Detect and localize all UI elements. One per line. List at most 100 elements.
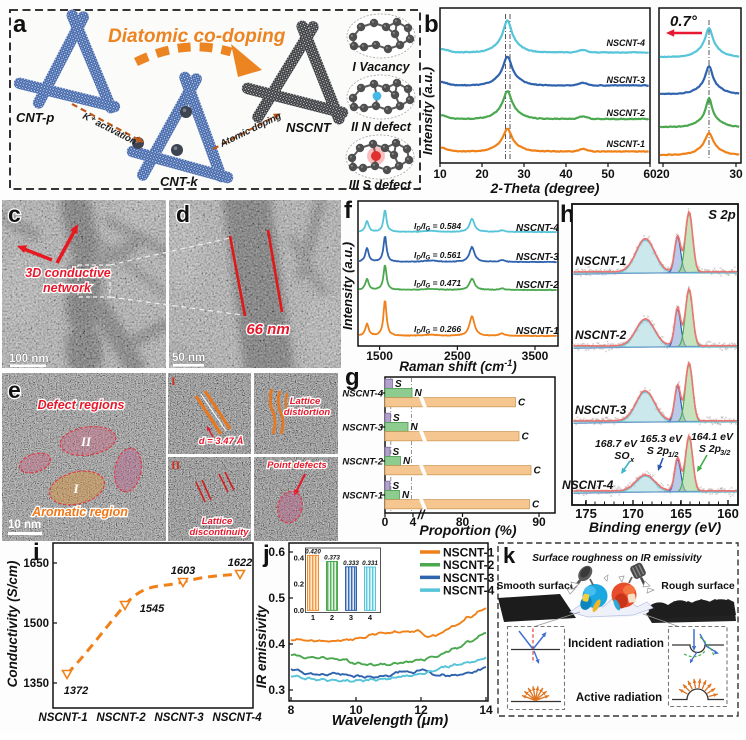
svg-text:NSCNT-3: NSCNT-3: [575, 403, 627, 417]
svg-text:80: 80: [456, 515, 470, 529]
svg-text:1622: 1622: [228, 557, 252, 569]
svg-text:N: N: [415, 388, 423, 399]
svg-text:1545: 1545: [140, 603, 165, 615]
svg-text:0.5: 0.5: [268, 591, 285, 605]
svg-text:NSCNT-1: NSCNT-1: [575, 254, 627, 268]
svg-text:NSCNT-3: NSCNT-3: [606, 75, 645, 85]
svg-text:k: k: [503, 543, 516, 568]
svg-text:66 nm: 66 nm: [246, 321, 289, 338]
svg-text:3/2: 3/2: [720, 448, 731, 457]
svg-text:0.333: 0.333: [343, 560, 359, 567]
svg-text:NSCNT-1: NSCNT-1: [443, 546, 495, 560]
svg-text:II: II: [171, 458, 181, 472]
svg-text:164.1 eV: 164.1 eV: [691, 431, 734, 443]
svg-text:Active radiation: Active radiation: [576, 692, 662, 704]
svg-text:0.4: 0.4: [268, 637, 285, 651]
svg-text:N: N: [403, 456, 411, 467]
svg-text:C: C: [522, 431, 530, 442]
svg-text:Surface roughness on IR emiss: Surface roughness on IR emissivity: [532, 553, 702, 564]
svg-text:S: S: [393, 481, 400, 492]
svg-text:1/2: 1/2: [668, 450, 679, 459]
svg-text:II: II: [80, 434, 92, 449]
svg-text:Intensity (a.u.): Intensity (a.u.): [420, 67, 435, 155]
svg-text:40: 40: [559, 167, 573, 181]
svg-text:IR emissivity: IR emissivity: [254, 604, 269, 688]
svg-text:NSCNT-2: NSCNT-2: [606, 108, 645, 118]
svg-text:0.4: 0.4: [294, 554, 305, 563]
svg-text:10 nm: 10 nm: [8, 519, 41, 531]
svg-text:NSCNT-2: NSCNT-2: [342, 457, 383, 468]
svg-text:Lattice: Lattice: [202, 516, 233, 527]
svg-text:d = 3.47 Å: d = 3.47 Å: [199, 436, 244, 447]
svg-text:NSCNT-3: NSCNT-3: [342, 423, 383, 434]
svg-text:NSCNT-1: NSCNT-1: [38, 712, 87, 724]
svg-text:90: 90: [532, 515, 546, 529]
svg-text:CNT-p: CNT-p: [16, 110, 54, 125]
svg-text:50 nm: 50 nm: [172, 352, 205, 364]
svg-text:I Vacancy: I Vacancy: [352, 60, 410, 74]
svg-text:d: d: [176, 201, 190, 227]
svg-text:NSCNT-4: NSCNT-4: [562, 478, 614, 492]
svg-text:b: b: [424, 11, 439, 38]
svg-text:S: S: [393, 447, 400, 458]
svg-text:1603: 1603: [171, 565, 195, 577]
svg-text:C: C: [518, 397, 526, 408]
svg-text:III S defect: III S defect: [349, 178, 412, 192]
svg-text:x: x: [629, 455, 635, 464]
svg-text:10: 10: [433, 167, 447, 181]
svg-text:h: h: [560, 201, 575, 228]
svg-text:N: N: [411, 422, 419, 433]
svg-text:3500: 3500: [522, 349, 549, 363]
svg-text:discontinuity: discontinuity: [189, 527, 249, 538]
svg-text:f: f: [344, 197, 353, 224]
svg-text:Binding energy (eV): Binding energy (eV): [589, 519, 722, 535]
svg-text:NSCNT-1: NSCNT-1: [342, 491, 383, 502]
svg-text:CNT-k: CNT-k: [160, 174, 198, 189]
svg-text:Wavelength (μm): Wavelength (μm): [332, 713, 449, 729]
svg-text:SO: SO: [614, 450, 629, 462]
svg-text:0.2: 0.2: [294, 580, 304, 589]
svg-text:ID/IG = 0.584: ID/IG = 0.584: [414, 221, 461, 233]
svg-text:0.0: 0.0: [294, 606, 304, 615]
svg-text:NSCNT-1: NSCNT-1: [606, 139, 645, 149]
svg-text:12: 12: [414, 703, 428, 717]
svg-text:8: 8: [288, 703, 295, 717]
svg-text:N: N: [402, 490, 410, 501]
svg-text:100 nm: 100 nm: [9, 353, 49, 365]
svg-text:14: 14: [479, 703, 493, 717]
svg-text:1500: 1500: [366, 349, 393, 363]
svg-text:I: I: [72, 481, 79, 496]
svg-text:distiortion: distiortion: [284, 407, 331, 418]
svg-text:4: 4: [410, 515, 417, 529]
svg-text:Proportion (%): Proportion (%): [419, 522, 517, 538]
svg-text:30: 30: [517, 167, 531, 181]
svg-text:Conductivity (S/cm): Conductivity (S/cm): [5, 560, 20, 687]
svg-text:1500: 1500: [23, 618, 49, 630]
svg-text:0: 0: [382, 515, 389, 529]
svg-text:I: I: [171, 374, 176, 388]
svg-text:1650: 1650: [23, 558, 49, 570]
svg-text:2-Theta (degree): 2-Theta (degree): [490, 180, 600, 196]
svg-text:C: C: [534, 465, 542, 476]
svg-text:165.3 eV: 165.3 eV: [640, 433, 683, 445]
svg-text:Defect regions: Defect regions: [38, 398, 125, 412]
svg-text:2: 2: [330, 613, 334, 622]
svg-text:C: C: [532, 499, 540, 510]
svg-text:175: 175: [575, 506, 597, 521]
svg-text:170: 170: [622, 506, 644, 521]
svg-text:1372: 1372: [64, 685, 88, 697]
svg-text:II N defect: II N defect: [351, 120, 412, 134]
svg-text:30: 30: [729, 167, 743, 181]
svg-text:Rough surface: Rough surface: [661, 580, 735, 592]
svg-text:Diatomic co-doping: Diatomic co-doping: [108, 26, 286, 47]
svg-text:NSCNT-2: NSCNT-2: [443, 558, 495, 572]
svg-text:NSCNT-3: NSCNT-3: [516, 252, 559, 263]
svg-text:3D conductive: 3D conductive: [25, 266, 110, 280]
svg-text:a: a: [13, 11, 27, 38]
svg-text:ID/IG = 0.471: ID/IG = 0.471: [414, 278, 461, 290]
svg-text:Incident radiation: Incident radiation: [568, 638, 664, 650]
svg-text:NSCNT-2: NSCNT-2: [96, 712, 146, 724]
svg-text:1: 1: [311, 613, 315, 622]
svg-text:S 2p: S 2p: [647, 445, 670, 457]
svg-text:g: g: [345, 364, 360, 391]
